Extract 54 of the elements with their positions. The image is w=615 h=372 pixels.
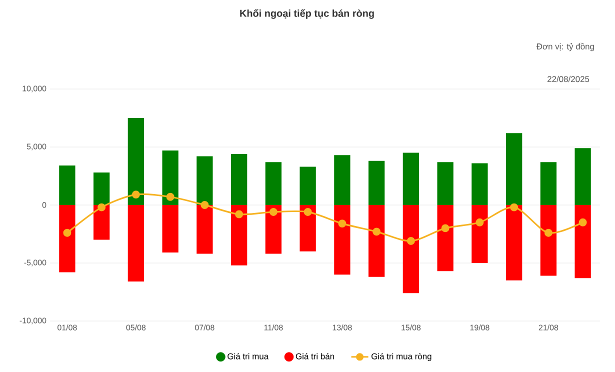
bar bbox=[472, 163, 488, 205]
point bbox=[441, 224, 450, 232]
point bbox=[338, 220, 346, 228]
bar bbox=[540, 205, 557, 276]
bar bbox=[574, 148, 591, 205]
legend-label: Giá tri mua bbox=[228, 353, 269, 360]
bar bbox=[472, 205, 488, 263]
bar bbox=[230, 154, 248, 205]
legend-label: Giá tri mua ròng bbox=[372, 353, 432, 362]
bar bbox=[402, 152, 420, 205]
point bbox=[510, 203, 518, 212]
bar bbox=[300, 205, 316, 252]
bar bbox=[265, 205, 282, 254]
bar bbox=[196, 205, 213, 254]
bar bbox=[162, 205, 178, 253]
point bbox=[406, 236, 415, 245]
bar bbox=[437, 205, 454, 272]
bar bbox=[265, 162, 282, 205]
point bbox=[269, 208, 278, 216]
point bbox=[235, 210, 244, 218]
bar bbox=[300, 166, 316, 205]
bar bbox=[162, 150, 178, 205]
legend-label: Giá tri bán bbox=[296, 353, 334, 360]
bar bbox=[59, 205, 76, 272]
bar bbox=[506, 133, 522, 205]
text: Đơn vị: tỷ đồng bbox=[536, 42, 594, 52]
point bbox=[200, 201, 209, 209]
bar bbox=[368, 205, 385, 277]
bar bbox=[230, 205, 248, 266]
point bbox=[372, 228, 381, 236]
point bbox=[132, 190, 140, 199]
bar bbox=[506, 205, 522, 280]
chart-title: Khối ngoại tiếp tục bán ròng bbox=[240, 9, 374, 19]
bar bbox=[334, 205, 350, 275]
point bbox=[544, 228, 552, 237]
bar bbox=[93, 172, 110, 205]
bar bbox=[334, 155, 350, 205]
bar bbox=[437, 162, 454, 205]
bar bbox=[128, 118, 144, 205]
bar bbox=[368, 160, 385, 205]
point bbox=[304, 208, 312, 216]
point bbox=[578, 218, 587, 226]
point bbox=[63, 228, 72, 237]
bar bbox=[574, 205, 591, 278]
bar bbox=[93, 205, 110, 240]
point bbox=[476, 218, 484, 226]
bar bbox=[196, 156, 213, 205]
bar bbox=[402, 205, 420, 294]
bar bbox=[540, 162, 557, 205]
text: 22/08/2025 bbox=[548, 76, 590, 82]
point bbox=[166, 192, 174, 201]
point bbox=[98, 203, 106, 212]
bar bbox=[59, 166, 76, 205]
bar bbox=[128, 205, 144, 282]
